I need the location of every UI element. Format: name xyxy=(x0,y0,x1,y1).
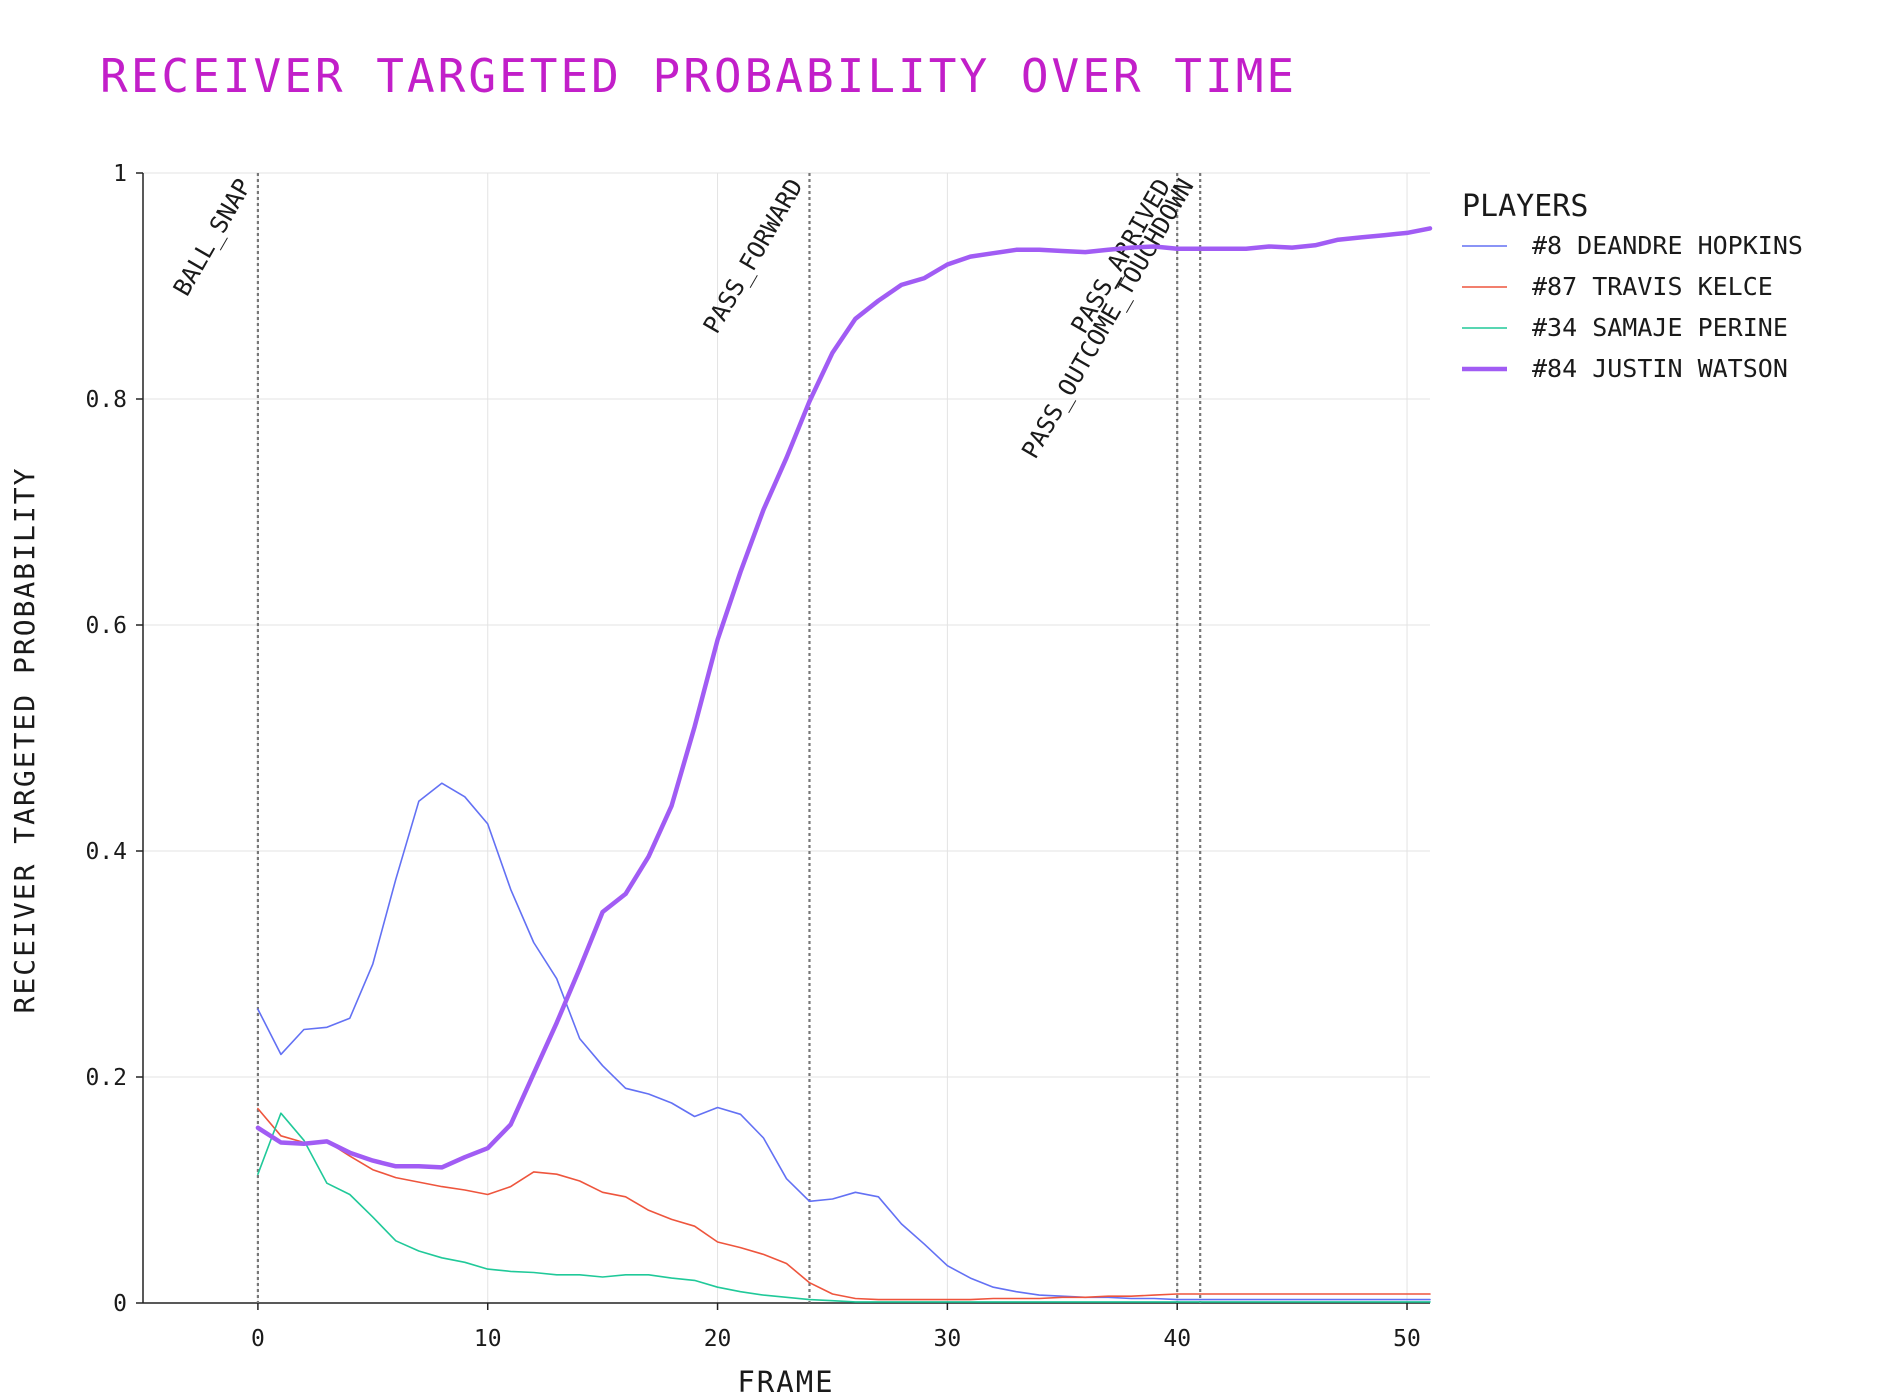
y-axis-label: RECEIVER TARGETED PROBABILITY xyxy=(8,467,41,1014)
y-tick-label: 0.8 xyxy=(85,387,127,413)
y-tick-label: 1 xyxy=(113,161,127,187)
plot-area xyxy=(255,226,1433,1303)
chart-title: RECEIVER TARGETED PROBABILITY OVER TIME xyxy=(100,49,1297,103)
x-tick-label: 40 xyxy=(1163,1326,1191,1352)
series-line xyxy=(257,1107,1431,1301)
series-line xyxy=(257,782,1431,1301)
y-tick-label: 0.4 xyxy=(85,839,127,865)
event-label: PASS_FORWARD xyxy=(698,174,809,338)
event-label: PASS_OUTCOME_TOUCHDOWN xyxy=(1016,174,1199,463)
legend-item: #87 TRAVIS KELCE xyxy=(1532,272,1773,301)
x-tick-label: 30 xyxy=(934,1326,962,1352)
legend-item: #84 JUSTIN WATSON xyxy=(1532,354,1788,383)
event-markers: BALL_SNAP PASS_FORWARD PASS_ARRIVEDPASS_OU… xyxy=(168,173,1202,1303)
grid-lines xyxy=(143,172,1430,1303)
legend-item: #8 DEANDRE HOPKINS xyxy=(1532,231,1803,260)
series-line xyxy=(257,1112,1431,1303)
y-tick-label: 0.2 xyxy=(85,1065,127,1091)
y-tick-label: 0.6 xyxy=(85,613,127,639)
x-tick-label: 0 xyxy=(251,1326,265,1352)
x-tick-label: 50 xyxy=(1393,1326,1421,1352)
event-label: BALL_SNAP xyxy=(168,174,257,301)
x-axis-label: FRAME xyxy=(737,1365,834,1398)
y-tick-label: 0 xyxy=(113,1291,127,1317)
legend-title: PLAYERS xyxy=(1462,189,1588,224)
axes: 00.20.40.60.810 10 20 30 40 50 xyxy=(85,161,1430,1352)
x-tick-label: 20 xyxy=(704,1326,732,1352)
x-tick-label: 10 xyxy=(474,1326,502,1352)
legend: PLAYERS #8 DEANDRE HOPKINS #87 TRAVIS KEL… xyxy=(1462,189,1803,383)
series-line xyxy=(255,226,1433,1170)
legend-item: #34 SAMAJE PERINE xyxy=(1532,313,1788,342)
